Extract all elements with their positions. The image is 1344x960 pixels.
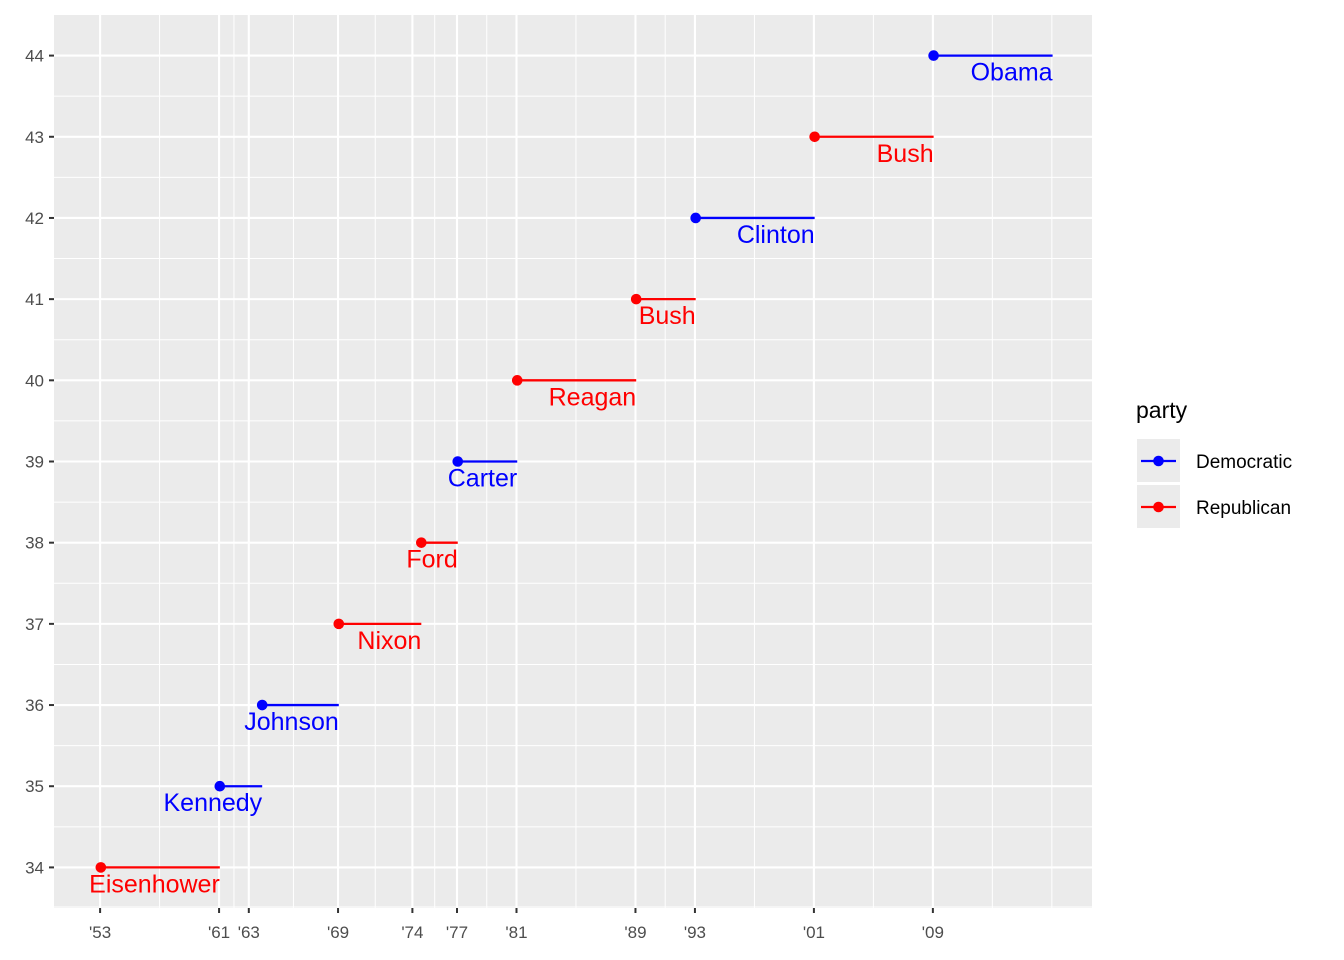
term-start-point	[416, 537, 427, 548]
y-axis: 34 35 36 37 38 39 40 41 42 43 44	[25, 47, 54, 877]
president-label: Ford	[406, 546, 457, 574]
term-start-point	[928, 50, 939, 61]
term-start-point	[95, 862, 107, 873]
president-label: Johnson	[244, 708, 339, 736]
y-tick-label: 38	[25, 534, 44, 553]
legend-entry-democratic: Democratic	[1137, 439, 1292, 482]
y-tick-label: 39	[25, 453, 44, 472]
term-johnson-36: Johnson	[244, 699, 339, 736]
president-label: Bush	[639, 302, 696, 330]
term-kennedy-35: Kennedy	[163, 780, 263, 817]
term-ford-38: Ford	[406, 537, 458, 574]
president-terms: Eisenhower Kennedy Johnson Nixon Ford Carter R…	[89, 50, 1053, 898]
term-start-point	[214, 780, 226, 792]
legend-label: Democratic	[1196, 452, 1292, 473]
term-start-point	[256, 699, 268, 711]
y-tick-label: 36	[25, 696, 44, 715]
x-tick-label: '69	[327, 923, 349, 942]
x-tick-label: '81	[505, 923, 527, 942]
legend-title: party	[1136, 397, 1188, 423]
y-tick-label: 34	[25, 858, 44, 877]
term-start-point	[809, 131, 820, 143]
y-tick-label: 42	[25, 209, 44, 228]
legend-label: Republican	[1196, 498, 1291, 519]
term-nixon-37: Nixon	[333, 618, 422, 655]
y-tick-label: 41	[25, 290, 44, 309]
president-label: Clinton	[737, 221, 815, 249]
x-tick-label: '77	[446, 923, 468, 942]
x-tick-label: '09	[922, 923, 944, 942]
y-tick-label: 40	[25, 371, 44, 390]
x-tick-label: '63	[238, 923, 260, 942]
legend-key-point	[1153, 501, 1164, 513]
x-tick-label: '53	[89, 923, 111, 942]
x-tick-label: '89	[624, 923, 646, 942]
president-label: Eisenhower	[89, 870, 220, 898]
legend-key-point	[1153, 455, 1164, 467]
president-label: Obama	[971, 59, 1053, 87]
y-tick-label: 43	[25, 128, 44, 147]
president-label: Reagan	[549, 383, 637, 411]
term-carter-39: Carter	[448, 456, 518, 493]
x-tick-label: '01	[803, 923, 825, 942]
president-label: Kennedy	[163, 789, 262, 817]
y-tick-label: 44	[25, 47, 44, 66]
x-axis: '53 '61 '63 '69 '74 '77 '81 '89 '93 '01 '09	[89, 908, 944, 942]
term-start-point	[690, 212, 701, 224]
term-start-point	[630, 293, 642, 305]
term-reagan-40: Reagan	[511, 375, 637, 411]
x-tick-label: '93	[684, 923, 706, 942]
legend: party Democratic Republican	[1136, 397, 1292, 528]
y-tick-label: 35	[25, 777, 44, 796]
president-label: Bush	[877, 140, 934, 168]
term-obama-44: Obama	[928, 50, 1053, 87]
term-eisenhower-34: Eisenhower	[89, 862, 220, 898]
president-label: Nixon	[357, 627, 421, 655]
term-start-point	[511, 375, 523, 386]
major-gridlines	[54, 15, 1092, 908]
president-label: Carter	[448, 465, 517, 493]
term-start-point	[333, 618, 345, 630]
term-bush-43: Bush	[809, 131, 934, 168]
y-tick-label: 37	[25, 615, 44, 634]
legend-entry-republican: Republican	[1137, 485, 1291, 528]
term-clinton-42: Clinton	[690, 212, 815, 249]
term-start-point	[452, 456, 464, 467]
x-tick-label: '74	[401, 923, 423, 942]
term-bush-41: Bush	[630, 293, 696, 330]
x-tick-label: '61	[208, 923, 230, 942]
